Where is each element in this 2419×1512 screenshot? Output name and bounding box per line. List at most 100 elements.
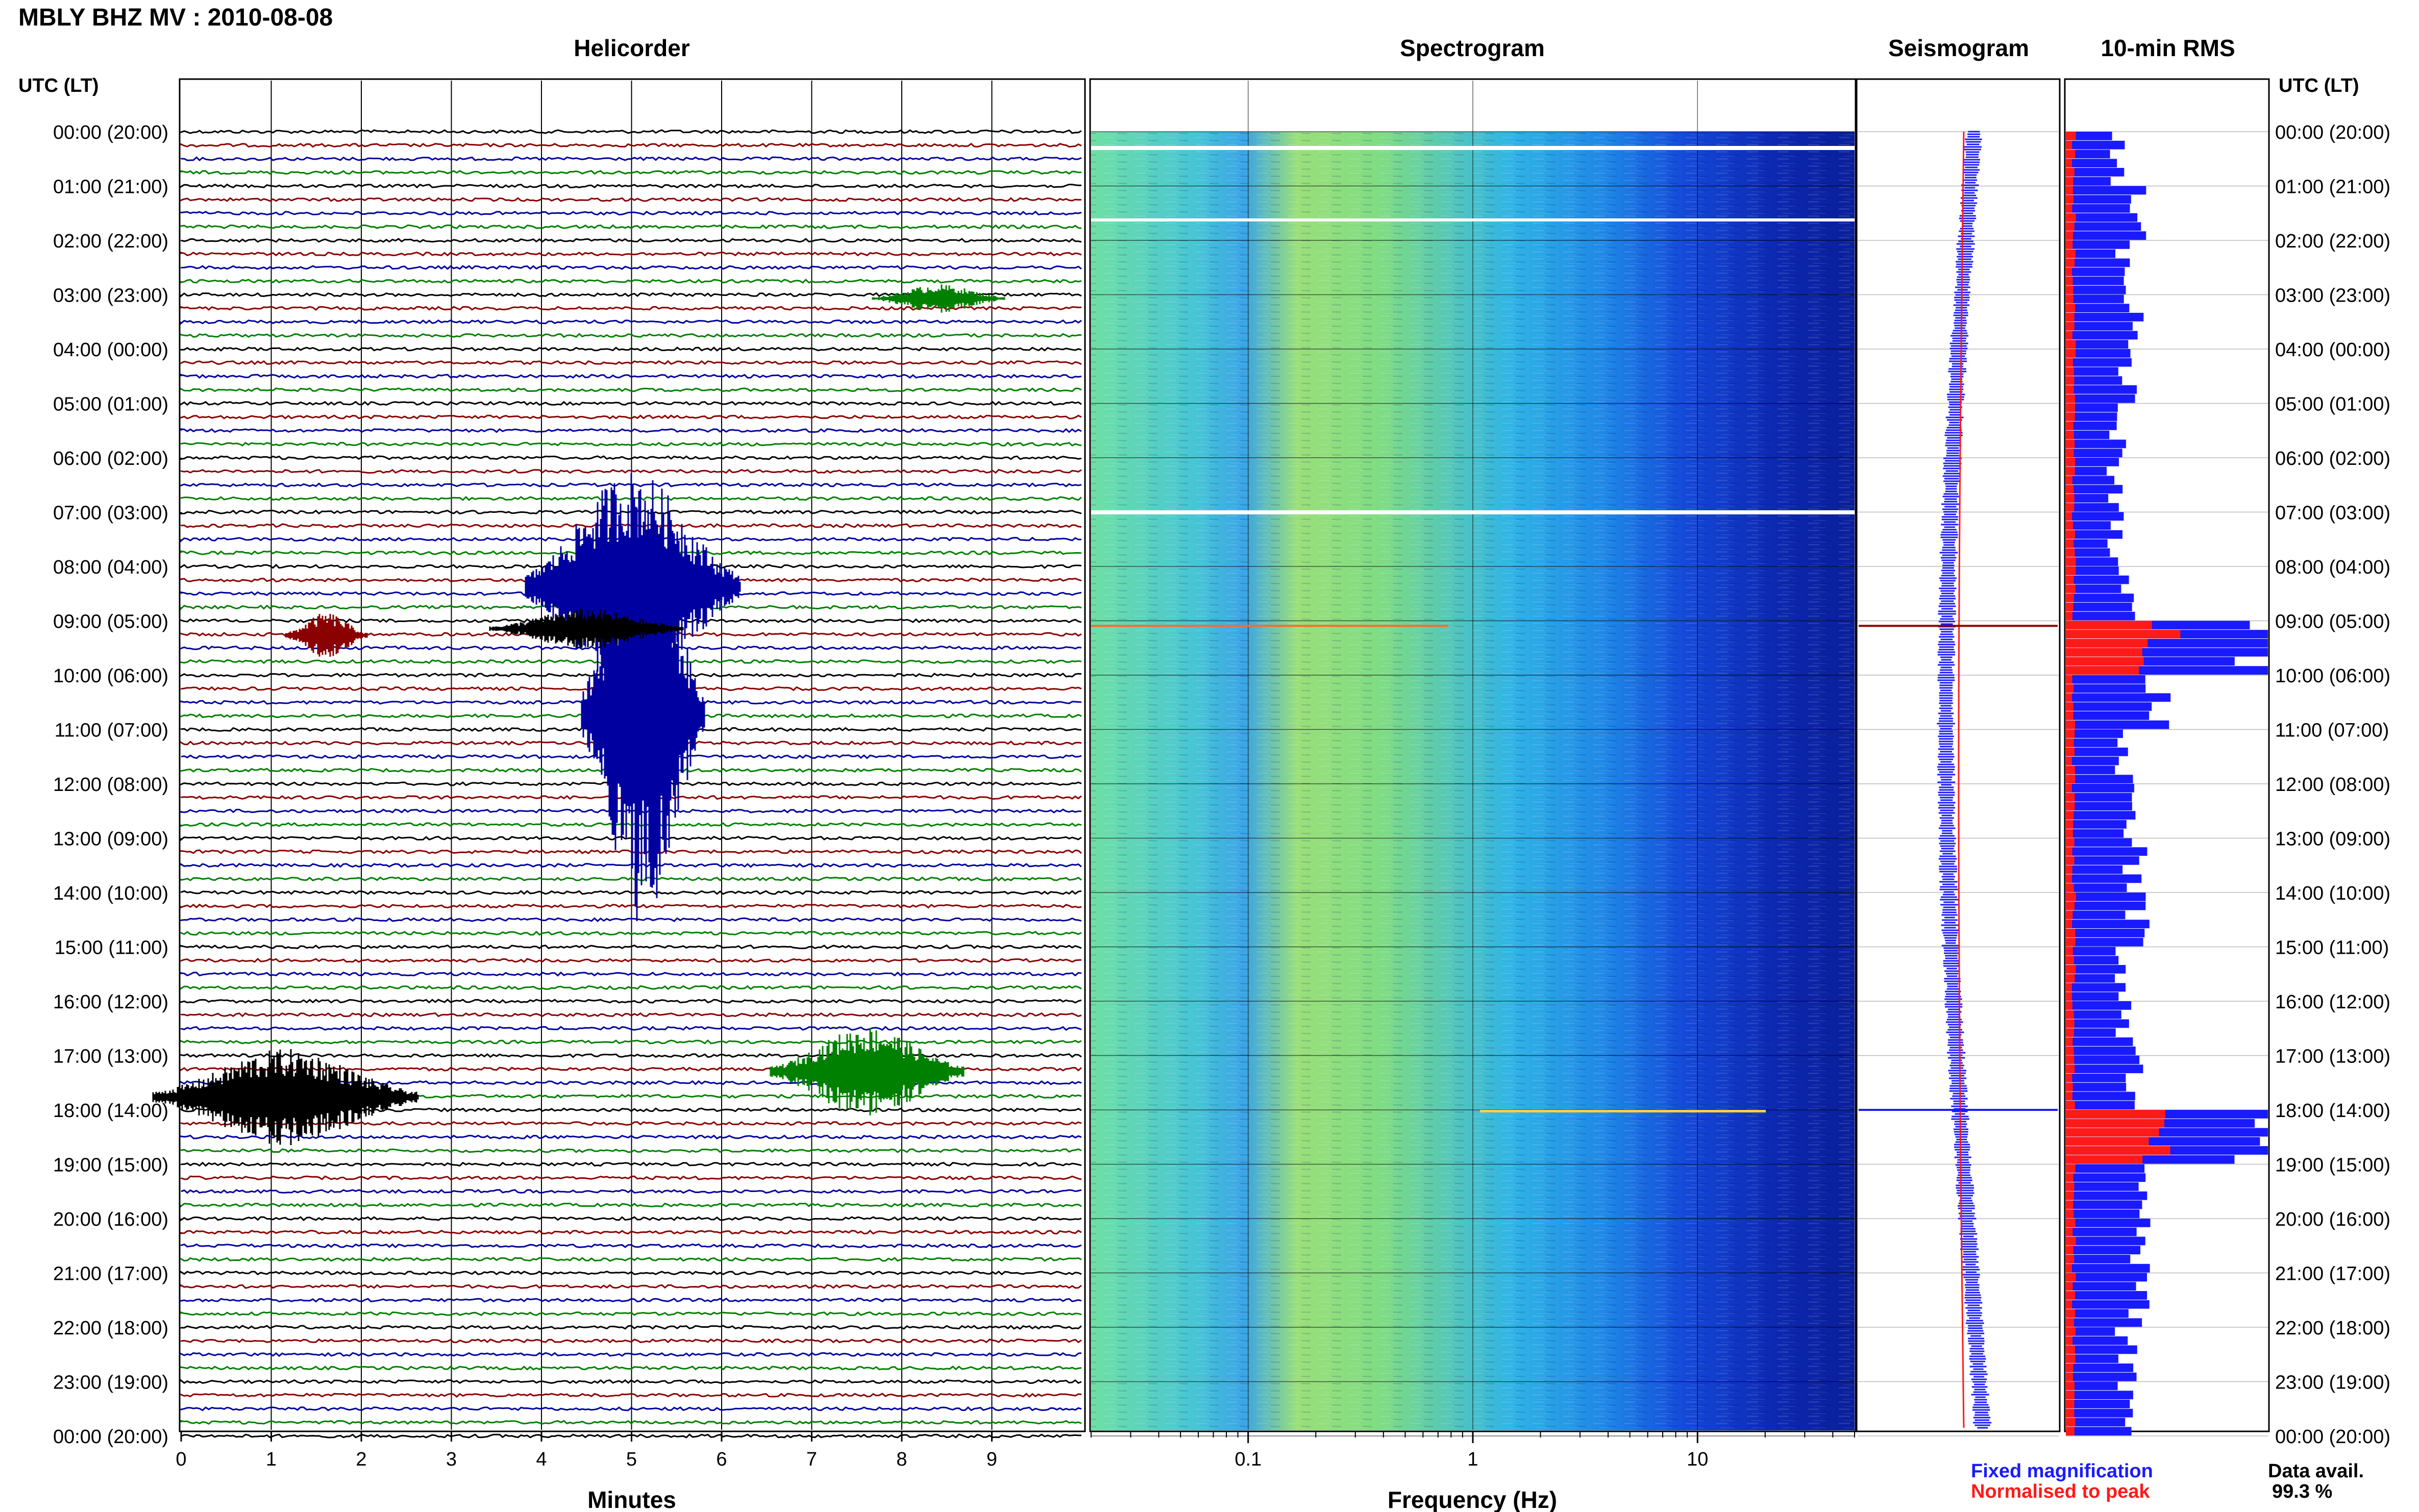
- rms-bar-fixed: [2066, 1082, 2127, 1092]
- rms-bar-normalised: [2066, 937, 2076, 947]
- rms-bar-normalised: [2066, 159, 2072, 168]
- rms-bar-normalised: [2066, 1391, 2075, 1400]
- helicorder-trace: [180, 971, 1082, 977]
- rms-bar-fixed: [2066, 1364, 2134, 1372]
- rms-bar-fixed: [2066, 294, 2124, 304]
- rms-bar-fixed: [2066, 1001, 2132, 1010]
- rms-bar-fixed: [2066, 1263, 2150, 1273]
- rms-bar-normalised: [2066, 1364, 2074, 1372]
- helicorder-trace: [180, 1161, 1082, 1167]
- rms-bar-normalised: [2066, 920, 2072, 929]
- legend-fixed-magnification: Fixed magnification: [1971, 1460, 2153, 1482]
- rms-bar-fixed: [2066, 765, 2115, 775]
- rms-bar-fixed: [2066, 874, 2142, 883]
- rms-bar-fixed: [2066, 1400, 2130, 1408]
- spectrogram-x-tick-label: 10: [1687, 1449, 1708, 1470]
- rms-bar-fixed: [2066, 1019, 2129, 1028]
- rms-bar-normalised: [2066, 775, 2076, 784]
- helicorder-trace: [180, 1270, 1082, 1276]
- rms-bar-fixed: [2066, 684, 2146, 693]
- time-label-left: 20:00 (16:00): [53, 1209, 168, 1230]
- rms-bar-normalised: [2066, 367, 2074, 376]
- helicorder-trace: [180, 224, 1082, 230]
- rms-bar-fixed: [2066, 566, 2119, 575]
- rms-bar-fixed: [2066, 449, 2122, 458]
- rms-bar-normalised: [2066, 684, 2074, 693]
- rms-bar-fixed: [2066, 829, 2124, 838]
- rms-bar-normalised: [2066, 1137, 2149, 1146]
- time-label-right: 13:00 (09:00): [2275, 829, 2390, 850]
- spectrogram-x-tick-label: 0.1: [1235, 1449, 1262, 1470]
- rms-bar-fixed: [2066, 485, 2123, 494]
- rms-bar-normalised: [2066, 240, 2073, 249]
- rms-bar-fixed: [2066, 1318, 2142, 1327]
- rms-bar-fixed: [2066, 548, 2110, 557]
- rms-bar-normalised: [2066, 829, 2073, 838]
- helicorder-x-tick-label: 5: [626, 1449, 637, 1470]
- helicorder-trace: [180, 523, 1082, 528]
- rms-bar-normalised: [2066, 992, 2072, 1001]
- helicorder-trace: [180, 876, 1082, 882]
- rms-bar-fixed: [2066, 603, 2132, 611]
- rms-bar-fixed: [2066, 430, 2110, 439]
- rms-bar-fixed: [2066, 267, 2125, 277]
- helicorder-trace: [180, 1216, 1082, 1222]
- time-labels-left: 00:00 (20:00) 01:00 (21:00) 02:00 (22:00) 0…: [53, 122, 168, 1448]
- time-label-left: 17:00 (13:00): [53, 1046, 168, 1068]
- rms-bar-normalised: [2066, 1400, 2075, 1408]
- time-label-left: 06:00 (02:00): [53, 448, 168, 469]
- utc-label-left: UTC (LT): [18, 75, 99, 96]
- time-label-left: 10:00 (06:00): [53, 665, 168, 687]
- rms-bar-fixed: [2066, 965, 2126, 974]
- rms-bar-fixed: [2066, 584, 2121, 593]
- helicorder-x-tick-label: 6: [716, 1449, 727, 1470]
- helicorder-trace: [180, 210, 1082, 216]
- helicorder-xlabel: Minutes: [587, 1486, 676, 1512]
- helicorder-trace: [180, 306, 1082, 311]
- rms-bar-fixed: [2066, 937, 2143, 947]
- rms-bar-fixed: [2066, 1191, 2148, 1200]
- rms-bar-normalised: [2066, 1191, 2074, 1200]
- time-label-right: 10:00 (06:00): [2275, 665, 2390, 687]
- helicorder-event: [581, 507, 705, 922]
- rms-bar-fixed: [2066, 249, 2115, 258]
- rms-bar-normalised: [2066, 503, 2075, 512]
- helicorder-trace: [180, 1433, 1081, 1439]
- time-label-right: 08:00 (04:00): [2275, 557, 2390, 578]
- rms-bar-normalised: [2066, 140, 2072, 150]
- helicorder-event: [770, 1028, 965, 1116]
- helicorder-trace: [180, 1012, 1082, 1018]
- rms-bar-normalised: [2066, 1408, 2075, 1418]
- rms-bar-normalised: [2066, 195, 2074, 204]
- rms-bar-fixed: [2066, 802, 2132, 811]
- seismogram-normalised-trace: [1958, 131, 1965, 1428]
- time-label-left: 14:00 (10:00): [53, 883, 168, 904]
- helicorder-trace: [180, 170, 1082, 175]
- rms-bar-fixed: [2066, 784, 2134, 792]
- helicorder-x-tick-label: 7: [806, 1449, 817, 1470]
- time-label-left: 15:00 (11:00): [55, 937, 168, 959]
- time-label-right: 03:00 (23:00): [2275, 285, 2390, 307]
- rms-bar-fixed: [2066, 1064, 2143, 1074]
- rms-bars: [2066, 132, 2268, 1436]
- rms-bar-fixed: [2066, 1391, 2133, 1400]
- rms-bar-fixed: [2066, 729, 2123, 738]
- rms-bar-fixed: [2066, 901, 2146, 910]
- time-label-right: 12:00 (08:00): [2275, 774, 2390, 796]
- rms-bar-normalised: [2066, 784, 2072, 792]
- rms-bar-fixed: [2066, 204, 2130, 213]
- helicorder-trace: [180, 822, 1082, 827]
- rms-bar-fixed: [2066, 1200, 2142, 1209]
- rms-bar-normalised: [2066, 349, 2076, 358]
- rms-bar-fixed: [2066, 929, 2145, 937]
- rms-bar-normalised: [2066, 313, 2075, 321]
- rms-bar-fixed: [2066, 503, 2119, 512]
- rms-bar-fixed: [2066, 920, 2150, 929]
- helicorder-trace: [180, 142, 1082, 148]
- rms-bar-fixed: [2066, 947, 2116, 956]
- rms-bar-normalised: [2066, 910, 2073, 920]
- rms-bar-normalised: [2066, 521, 2074, 530]
- helicorder-trace: [180, 401, 1082, 406]
- time-label-right: 15:00 (11:00): [2275, 937, 2389, 959]
